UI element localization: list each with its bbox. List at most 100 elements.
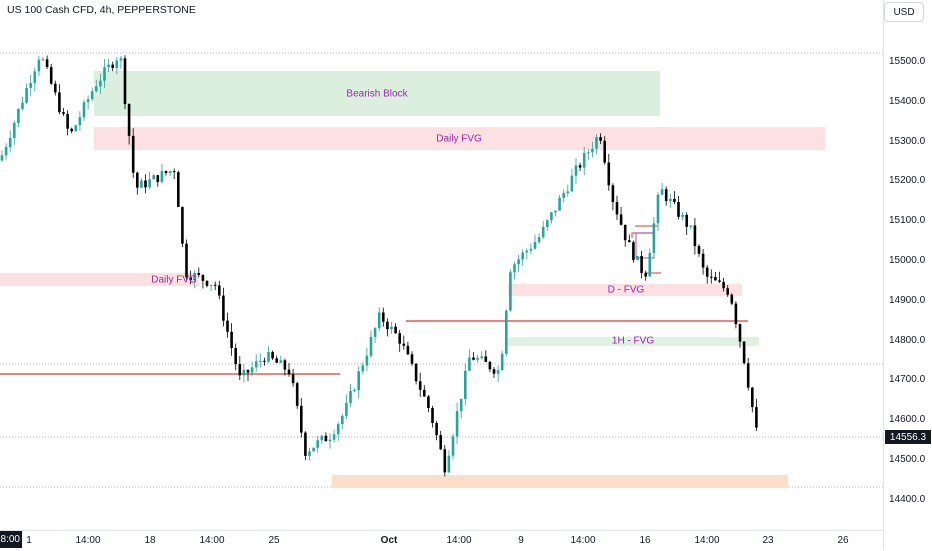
currency-button[interactable]: USD [884,2,924,22]
candle-body [123,58,127,105]
time-tick: 23 [762,535,774,546]
candle-body [603,140,606,163]
candle-body [62,112,65,114]
daily-fvg-top-zone[interactable] [94,127,825,150]
daily-fvg-left-zone[interactable] [0,273,199,286]
candle-body [201,274,205,281]
candle-body [755,407,758,428]
candle-body [541,227,545,238]
h1-fvg-zone[interactable] [508,337,759,346]
candle-body [33,71,37,84]
candle-body [578,165,582,168]
candle-body [82,102,86,118]
candle-body [574,165,578,176]
candle-body [168,171,172,174]
candle-body [673,199,676,202]
candle-body [254,361,258,368]
candle-body [365,355,369,366]
candle-body [459,398,463,412]
candle-body [95,86,98,92]
candle-body [505,310,508,354]
daily-fvg-left-label: Daily FVG [151,274,197,286]
candle-body [648,252,652,277]
candle-body [148,179,151,188]
candle-body [312,447,315,452]
candle-body [115,60,119,69]
candle-body [222,295,225,321]
bearish-block-label: Bearish Block [346,88,408,100]
candle-body [17,108,20,123]
candle-body [394,326,397,334]
time-tick: 25 [268,535,280,546]
candle-body [722,281,725,289]
candle-body [681,214,684,217]
candle-body [734,303,738,325]
time-tick: Oct [380,535,398,546]
price-tick: 14500.0 [889,454,926,465]
candle-body [443,449,447,473]
candle-body [689,225,693,227]
candle-body [49,67,53,84]
candle-body [78,117,82,126]
candle-body [664,189,668,202]
candle-body [291,374,295,384]
candle-body [636,256,639,261]
candle-body [74,125,78,132]
candle-body [570,175,574,192]
candle-body [300,405,303,433]
time-tick: 1 [26,535,32,546]
price-tick: 14900.0 [889,295,926,306]
candle-body [324,435,328,442]
candle-body [308,451,311,456]
candle-body [37,59,41,72]
time-tick: 26 [837,535,849,546]
time-tick: 14:00 [694,535,720,546]
candle-body [500,353,504,371]
d-fvg-zone[interactable] [508,284,742,296]
candle-body [701,253,705,268]
candle-body [509,272,512,311]
candle-body [714,277,717,281]
candle-body [197,273,201,275]
candle-body [611,185,615,203]
candle-body [562,193,565,198]
candle-body [677,201,680,217]
time-axis[interactable] [0,530,883,551]
candle-body [119,58,123,61]
candle-body [464,370,467,399]
candle-body [496,370,500,374]
candle-body [353,390,356,392]
candle-body [283,360,287,370]
candle-body [591,148,594,153]
candle-body [58,92,61,113]
candle-body [615,202,619,215]
candle-body [566,191,570,194]
candle-body [644,272,647,277]
candle-body [29,83,32,88]
candle-body [410,354,414,364]
candle-body [402,343,406,346]
candle-body [619,214,623,225]
support-zone[interactable] [332,475,788,488]
bearish-block-zone[interactable] [94,71,660,116]
candle-body [455,411,459,437]
candle-body [164,171,168,174]
candle-body [21,102,24,109]
candle-body [242,369,246,376]
time-tick: 14:00 [446,535,472,546]
candle-body [45,59,49,68]
candle-body [234,347,237,365]
candle-body [41,59,45,61]
time-tick: 14:00 [199,535,225,546]
candle-body [447,455,451,473]
candle-body [468,357,471,371]
price-axis[interactable] [883,0,932,550]
price-tick: 15400.0 [889,96,926,107]
candle-body [529,248,533,251]
candle-body [730,294,734,304]
candle-body [369,336,373,356]
candle-body [582,152,586,168]
candle-body [287,369,291,375]
candle-body [640,256,643,273]
